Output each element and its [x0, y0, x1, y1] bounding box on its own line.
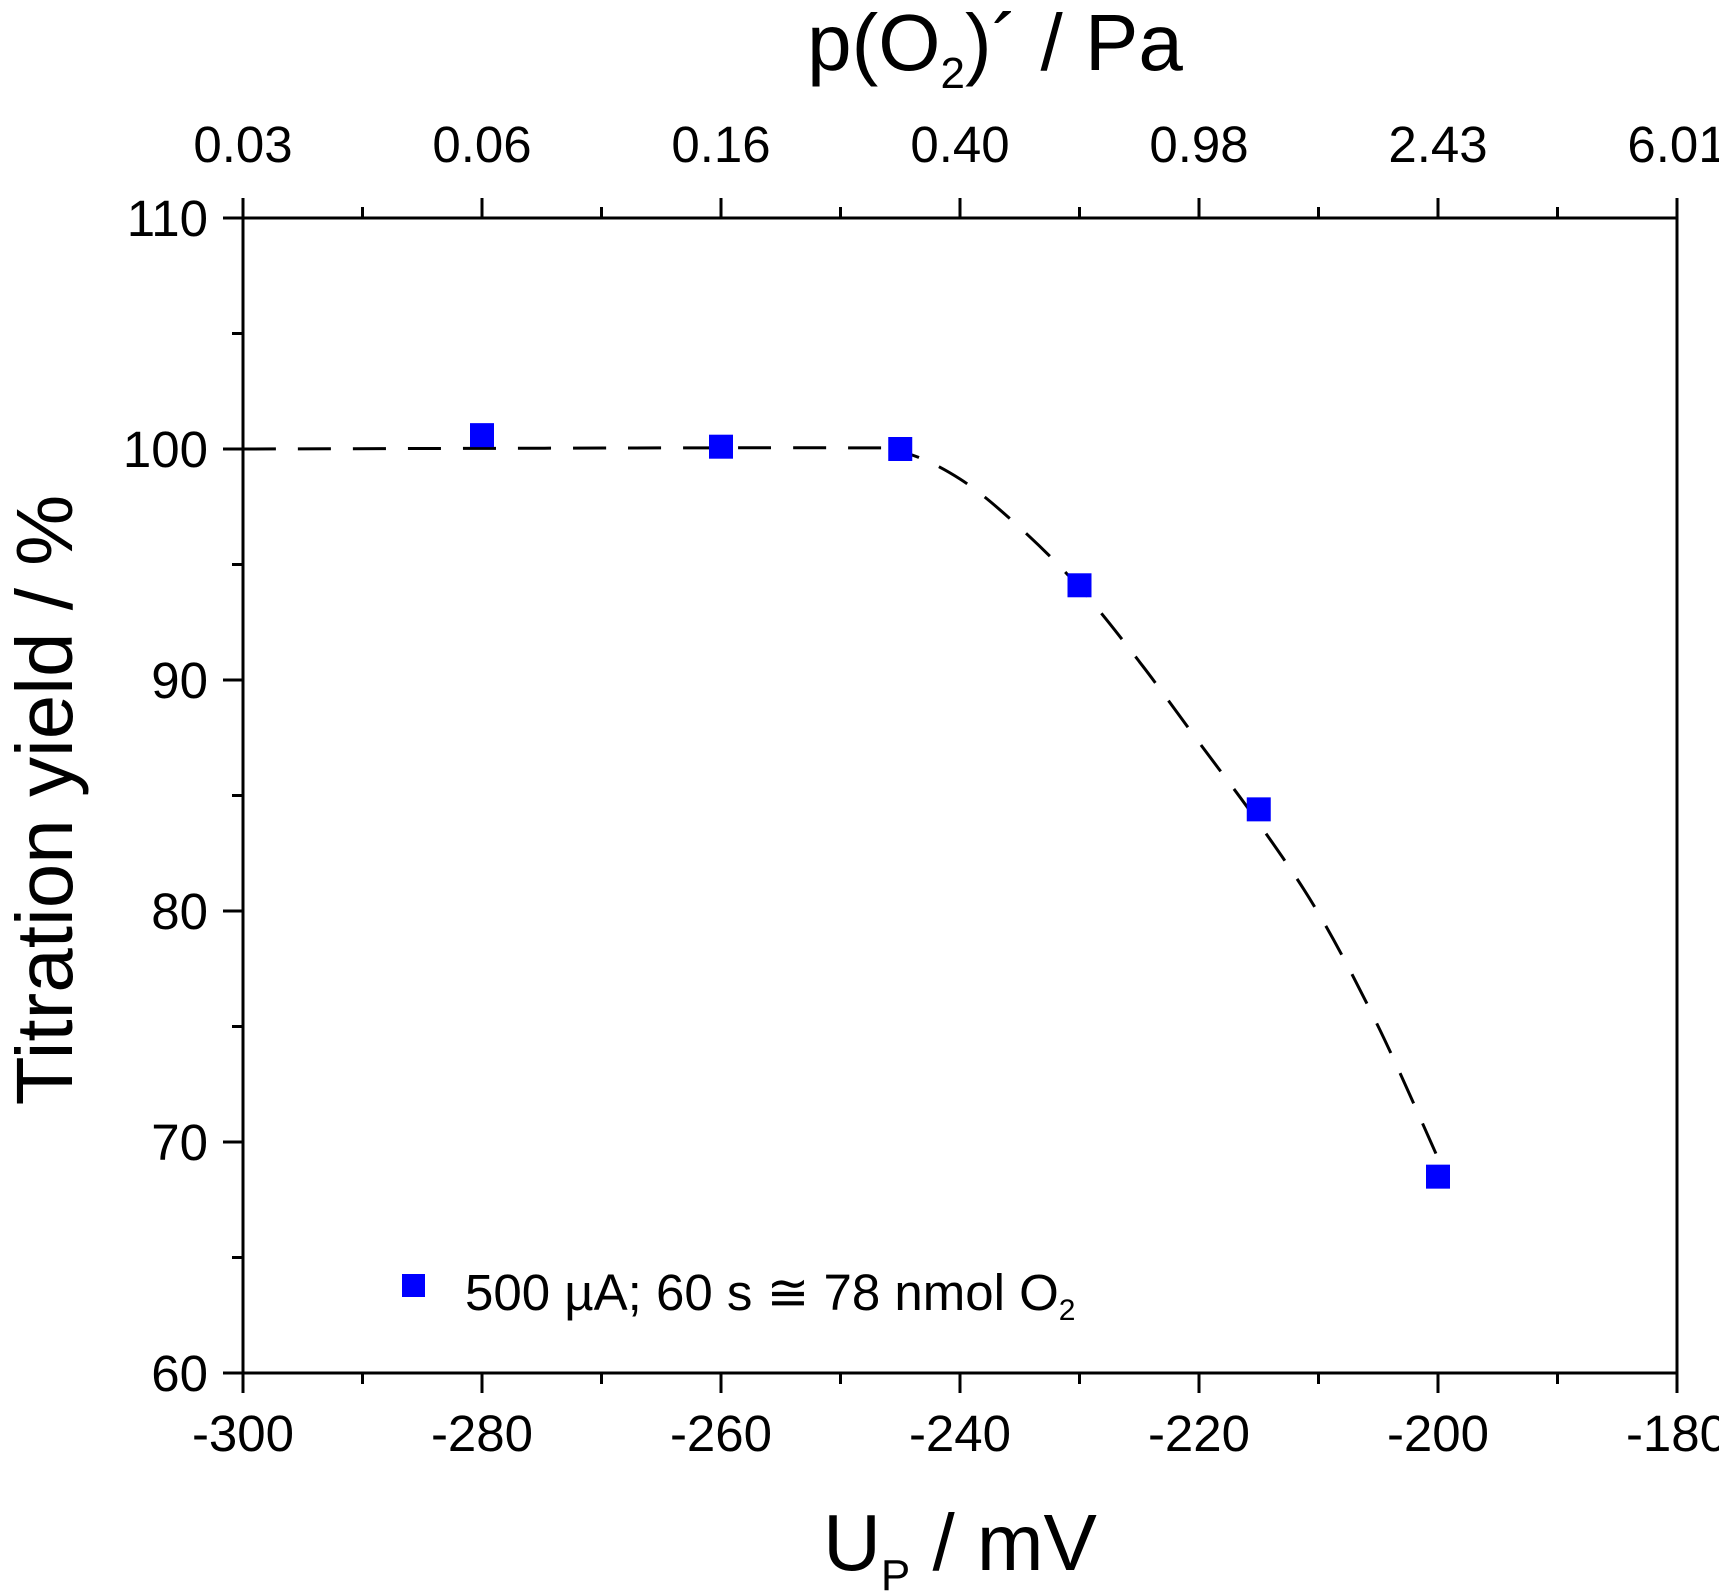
top-tick-label: 6.01 [1627, 116, 1719, 173]
x-tick-label: -220 [1148, 1405, 1250, 1462]
x-tick-label: -180 [1626, 1405, 1719, 1462]
top-tick-label: 2.43 [1388, 116, 1487, 173]
y-tick-label: 110 [127, 190, 208, 247]
plot-area [242, 423, 1450, 1189]
y-tick-label: 80 [151, 883, 208, 940]
x-tick-label: -300 [192, 1405, 294, 1462]
axes: -300 0.03 -280 0.06 -260 0.16 -240 0.40 -220 0.98… [123, 116, 1719, 1462]
plot-frame [241, 216, 1679, 1375]
y-tick-label: 70 [151, 1114, 208, 1171]
y-tick-label: 60 [151, 1345, 208, 1402]
legend: 500 µA; 60 s ≅ 78 nmol O2 [402, 1264, 1075, 1327]
top-tick-label: 0.40 [910, 116, 1009, 173]
y-tick-label: 90 [151, 652, 208, 709]
data-point [1246, 797, 1271, 822]
data-point [1426, 1164, 1450, 1189]
data-point [470, 423, 494, 448]
legend-label: 500 µA; 60 s ≅ 78 nmol O2 [465, 1264, 1075, 1327]
y-axis-title: Titration yield / % [0, 495, 89, 1106]
top-axis-title: p(O2)´ / Pa [807, 0, 1183, 98]
top-tick-label: 0.06 [432, 116, 531, 173]
x-tick-label: -200 [1387, 1405, 1489, 1462]
x-tick-label: -240 [909, 1405, 1011, 1462]
x-tick-label: -260 [670, 1405, 772, 1462]
y-tick-label: 100 [123, 421, 208, 478]
top-tick-label: 0.98 [1149, 116, 1248, 173]
data-point [709, 434, 733, 459]
x-tick-label: -280 [431, 1405, 533, 1462]
data-point [888, 437, 913, 461]
top-tick-label: 0.16 [671, 116, 770, 173]
data-point [1067, 573, 1092, 598]
x-axis-title: UP / mV [823, 1498, 1097, 1594]
legend-marker [402, 1274, 425, 1297]
top-tick-label: 0.03 [193, 116, 292, 173]
